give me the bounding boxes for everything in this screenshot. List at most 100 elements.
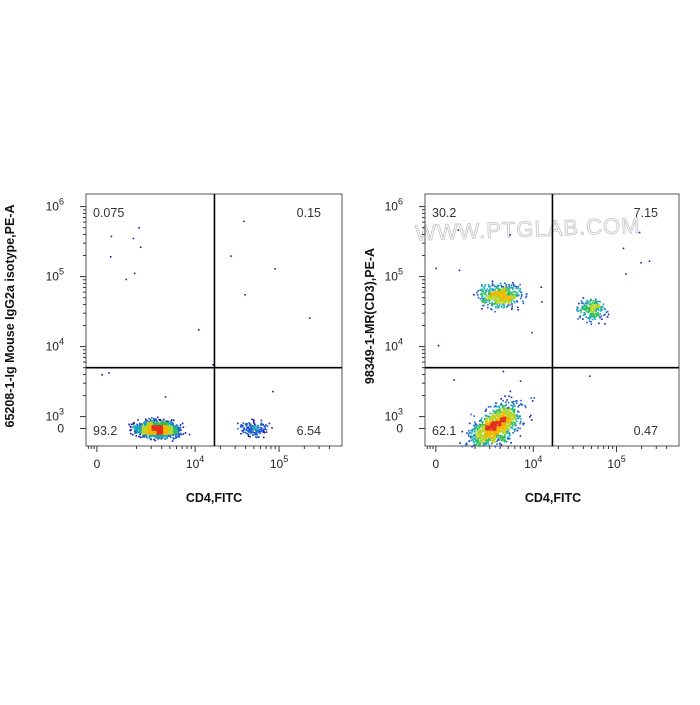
event-dot — [181, 422, 184, 425]
event-dot — [505, 429, 508, 432]
event-dot — [494, 303, 496, 305]
event-dot — [504, 300, 506, 303]
event-dot — [163, 436, 166, 438]
event-dot — [592, 307, 595, 309]
event-dot — [516, 415, 519, 418]
event-dot — [256, 427, 259, 430]
event-dot — [592, 308, 595, 311]
event-dot — [499, 282, 502, 285]
event-dot — [472, 435, 474, 437]
event-dot — [500, 444, 503, 446]
event-dot — [492, 431, 494, 433]
event-dot — [486, 295, 489, 297]
event-dot — [519, 427, 521, 430]
event-dot — [237, 422, 239, 425]
event-dot — [159, 435, 161, 438]
event-dot — [147, 425, 149, 428]
event-dot — [501, 435, 504, 437]
quadrant-lower-left-pct: 93.2 — [93, 424, 117, 438]
event-dot — [531, 419, 533, 421]
event-dot — [472, 445, 474, 447]
event-dot — [512, 421, 514, 424]
event-dot — [487, 432, 489, 434]
event-dot — [157, 422, 160, 424]
event-dot — [171, 428, 173, 430]
event-dot — [471, 438, 473, 441]
event-dot — [486, 288, 488, 291]
event-dot — [156, 420, 158, 423]
x-axis-label-cd3: CD4,FITC — [525, 491, 581, 505]
event-dot — [497, 439, 499, 441]
event-dot — [490, 308, 492, 310]
event-dot — [513, 430, 516, 432]
event-dot — [135, 427, 137, 430]
event-dot — [493, 440, 496, 442]
event-dot — [481, 417, 483, 419]
event-dot — [500, 398, 502, 400]
event-dot — [138, 432, 141, 434]
event-dot — [516, 420, 518, 422]
x-tick-label: 0 — [94, 457, 101, 471]
event-dot — [473, 433, 475, 436]
event-dot — [472, 439, 474, 442]
event-dot — [152, 423, 155, 425]
event-dot — [484, 432, 486, 435]
event-dot — [501, 301, 503, 304]
event-dot — [146, 423, 148, 425]
event-dot — [162, 418, 165, 421]
event-dot — [530, 414, 532, 417]
event-dot — [502, 287, 505, 289]
event-dot — [600, 308, 602, 310]
event-dot — [502, 414, 505, 417]
event-dot — [499, 404, 502, 407]
event-dot — [505, 299, 507, 301]
event-dot — [154, 425, 157, 427]
event-dot — [480, 435, 483, 438]
event-dot — [507, 287, 509, 289]
event-dot — [470, 439, 472, 442]
event-dot — [152, 425, 155, 428]
event-dot — [495, 287, 498, 289]
event-dot — [166, 431, 168, 433]
event-dot — [500, 410, 503, 412]
event-dot — [141, 432, 144, 435]
event-dot — [498, 293, 501, 296]
event-dot — [140, 430, 142, 433]
event-dot — [160, 422, 163, 425]
event-dot — [507, 304, 509, 306]
event-dot — [517, 287, 519, 290]
event-dot — [486, 421, 489, 424]
event-dot — [499, 408, 501, 410]
event-dot — [497, 411, 499, 414]
event-dot — [506, 437, 509, 440]
event-dot — [508, 432, 511, 434]
event-dot — [163, 426, 165, 429]
event-dot — [494, 446, 497, 448]
event-dot — [171, 431, 173, 433]
event-dot — [487, 416, 490, 418]
event-dot — [175, 429, 178, 432]
event-dot — [495, 293, 497, 296]
event-dot — [506, 418, 508, 421]
event-dot — [500, 436, 503, 438]
event-dot — [166, 437, 168, 440]
event-dot — [579, 316, 581, 319]
event-dot — [257, 431, 260, 434]
event-dot — [513, 411, 516, 413]
event-dot — [481, 283, 483, 286]
event-dot — [493, 405, 496, 408]
event-dot — [481, 293, 483, 295]
event-dot — [248, 424, 251, 427]
event-dot — [133, 422, 135, 425]
event-dot — [488, 285, 490, 287]
event-dot — [487, 406, 490, 408]
x-tick-label: 104 — [524, 454, 542, 471]
event-dot — [594, 316, 597, 318]
event-dot — [178, 434, 181, 437]
event-dot — [489, 288, 491, 290]
event-dot — [606, 316, 609, 318]
event-dot — [506, 421, 508, 424]
event-dot — [160, 424, 162, 426]
event-dot — [501, 292, 504, 294]
event-dot — [485, 422, 487, 424]
